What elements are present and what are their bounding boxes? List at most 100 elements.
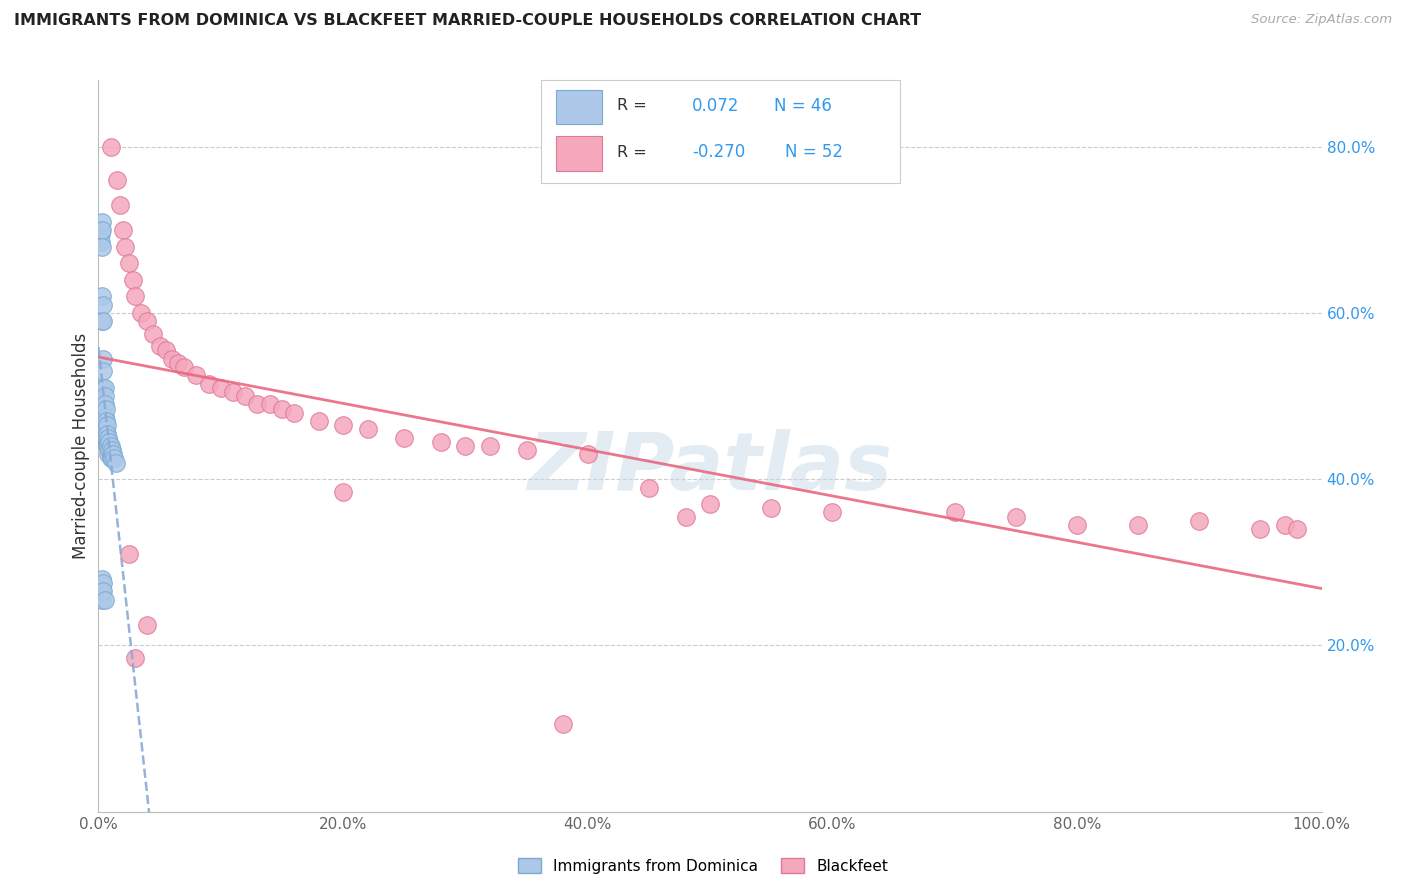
Point: [186, 368, 208, 383]
Point: [91, 314, 114, 328]
Point: [576, 447, 599, 461]
Point: [101, 447, 124, 461]
Point: [104, 456, 127, 470]
Point: [90, 227, 112, 241]
Point: [270, 401, 294, 416]
Point: [1128, 518, 1150, 533]
Point: [259, 397, 281, 411]
FancyBboxPatch shape: [555, 89, 602, 124]
Point: [103, 451, 125, 466]
Point: [332, 484, 354, 499]
Point: [1188, 514, 1211, 528]
Point: [283, 406, 305, 420]
Point: [105, 173, 128, 187]
Y-axis label: Married-couple Households: Married-couple Households: [72, 333, 90, 559]
Text: -0.270: -0.270: [692, 143, 745, 161]
Text: R =: R =: [617, 98, 647, 113]
Point: [91, 314, 114, 328]
Point: [91, 298, 114, 312]
Point: [93, 397, 115, 411]
Point: [96, 426, 118, 441]
Point: [478, 439, 501, 453]
Point: [91, 351, 114, 366]
Point: [96, 418, 118, 433]
Point: [97, 447, 120, 461]
Point: [553, 717, 575, 731]
Point: [699, 497, 721, 511]
Point: [136, 617, 159, 632]
Point: [96, 439, 118, 453]
Point: [93, 389, 115, 403]
Point: [124, 289, 146, 303]
Point: [98, 443, 121, 458]
Point: [91, 381, 114, 395]
Point: [761, 501, 783, 516]
Point: [94, 401, 117, 416]
Point: [1274, 518, 1296, 533]
Point: [91, 584, 114, 599]
Point: [173, 359, 195, 374]
Point: [675, 509, 697, 524]
Point: [160, 351, 183, 366]
Point: [118, 256, 141, 270]
Point: [100, 140, 122, 154]
Text: 0.072: 0.072: [692, 97, 740, 115]
Point: [155, 343, 177, 358]
Point: [101, 443, 124, 458]
Point: [943, 506, 966, 520]
Point: [91, 239, 114, 253]
Point: [124, 651, 146, 665]
Point: [93, 381, 115, 395]
Point: [142, 326, 165, 341]
Point: [149, 339, 172, 353]
Point: [222, 384, 245, 399]
Text: IMMIGRANTS FROM DOMINICA VS BLACKFEET MARRIED-COUPLE HOUSEHOLDS CORRELATION CHAR: IMMIGRANTS FROM DOMINICA VS BLACKFEET MA…: [14, 13, 921, 29]
Point: [91, 223, 114, 237]
Point: [515, 443, 537, 458]
Point: [308, 414, 330, 428]
Point: [93, 409, 115, 424]
Point: [100, 439, 122, 453]
Point: [1286, 522, 1309, 536]
Point: [94, 422, 117, 436]
Point: [209, 381, 232, 395]
Point: [100, 447, 122, 461]
Point: [136, 314, 159, 328]
Point: [454, 439, 477, 453]
Point: [91, 576, 114, 591]
Point: [94, 414, 117, 428]
Point: [332, 418, 354, 433]
Point: [167, 356, 190, 370]
Text: R =: R =: [617, 145, 647, 160]
Text: N = 46: N = 46: [775, 97, 832, 115]
Point: [91, 572, 114, 586]
Point: [110, 198, 132, 212]
Point: [197, 376, 219, 391]
Point: [100, 451, 122, 466]
Text: N = 52: N = 52: [785, 143, 844, 161]
FancyBboxPatch shape: [555, 136, 602, 170]
Point: [392, 431, 416, 445]
Point: [121, 273, 143, 287]
Point: [1004, 509, 1026, 524]
Text: Source: ZipAtlas.com: Source: ZipAtlas.com: [1251, 13, 1392, 27]
Point: [96, 434, 118, 449]
Point: [91, 364, 114, 378]
Point: [93, 418, 115, 433]
Point: [94, 431, 117, 445]
Point: [821, 506, 844, 520]
Point: [97, 439, 120, 453]
Legend: Immigrants from Dominica, Blackfeet: Immigrants from Dominica, Blackfeet: [512, 852, 894, 880]
Point: [93, 426, 115, 441]
Point: [118, 547, 141, 561]
Point: [233, 389, 256, 403]
Point: [637, 481, 661, 495]
Point: [90, 235, 112, 250]
Point: [111, 223, 134, 237]
Point: [129, 306, 152, 320]
Point: [91, 214, 114, 228]
Point: [91, 289, 114, 303]
Point: [91, 584, 114, 599]
Point: [430, 434, 453, 449]
Point: [101, 451, 124, 466]
